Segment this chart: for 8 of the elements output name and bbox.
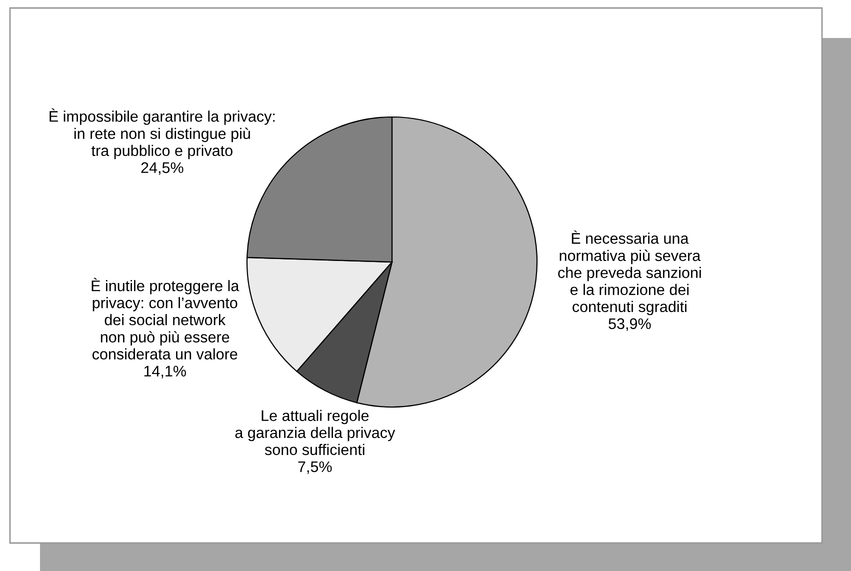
- data-label: 24,5%: [141, 162, 184, 175]
- data-label: 14,1%: [144, 366, 186, 378]
- data-label: 53,9%: [608, 318, 651, 331]
- slice-label: È impossibile garantire la privacy: in rete non si distingue più tra pubblico e privato: [50, 108, 275, 160]
- data-label: 7,5%: [298, 461, 332, 474]
- slice-label: È inutile proteggere la privacy: con l’avvento dei social network non può più essere considerata un valore: [92, 278, 240, 360]
- slice-label: È necessaria una normativa più severa che preveda sanzioni e la rimozione dei contenuti sgraditi: [558, 230, 701, 316]
- slice-label: Le attuali regole a garanzia della privacy sono sufficienti: [235, 410, 396, 456]
